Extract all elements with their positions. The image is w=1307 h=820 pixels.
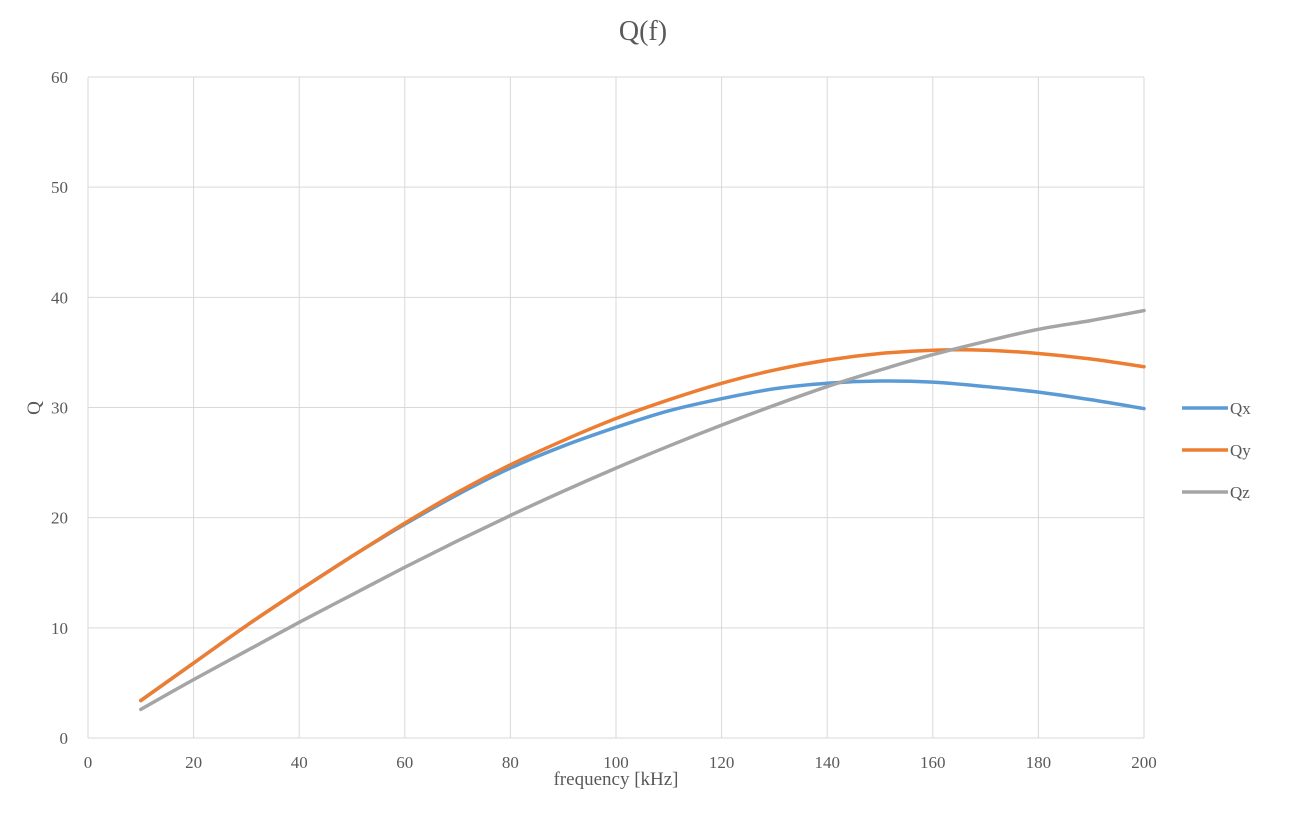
y-tick-label: 20 <box>51 509 68 528</box>
chart-title: Q(f) <box>619 16 667 47</box>
y-tick-label: 10 <box>51 619 68 638</box>
grid <box>87 76 1145 739</box>
y-tick-label: 40 <box>51 288 68 307</box>
x-tick-label: 20 <box>185 753 202 772</box>
legend-label-qx: Qx <box>1230 399 1251 418</box>
series-line-qx <box>139 379 1146 703</box>
x-tick-label: 60 <box>396 753 413 772</box>
series-line-qy <box>139 348 1146 703</box>
x-axis-label: frequency [kHz] <box>553 769 678 790</box>
y-tick-label: 60 <box>51 68 68 87</box>
x-tick-label: 40 <box>291 753 308 772</box>
x-tick-label: 100 <box>603 753 629 772</box>
x-tick-label: 80 <box>502 753 519 772</box>
y-axis-ticks: 0 10 20 30 40 50 60 <box>51 68 68 748</box>
y-axis-label: Q <box>24 401 45 415</box>
x-tick-label: 140 <box>814 753 840 772</box>
legend-label-qz: Qz <box>1230 483 1250 502</box>
y-tick-label: 0 <box>60 729 69 748</box>
legend: Qx Qy Qz <box>1182 399 1251 502</box>
series-lines <box>139 308 1146 712</box>
y-tick-label: 50 <box>51 178 68 197</box>
series-line-qz <box>139 308 1146 712</box>
x-tick-label: 160 <box>920 753 946 772</box>
x-tick-label: 120 <box>709 753 735 772</box>
legend-label-qy: Qy <box>1230 441 1251 460</box>
x-axis-ticks: 0 20 40 60 80 100 120 140 160 180 200 <box>84 753 1157 772</box>
x-tick-label: 200 <box>1131 753 1157 772</box>
y-tick-label: 30 <box>51 399 68 418</box>
x-tick-label: 180 <box>1026 753 1052 772</box>
x-tick-label: 0 <box>84 753 93 772</box>
